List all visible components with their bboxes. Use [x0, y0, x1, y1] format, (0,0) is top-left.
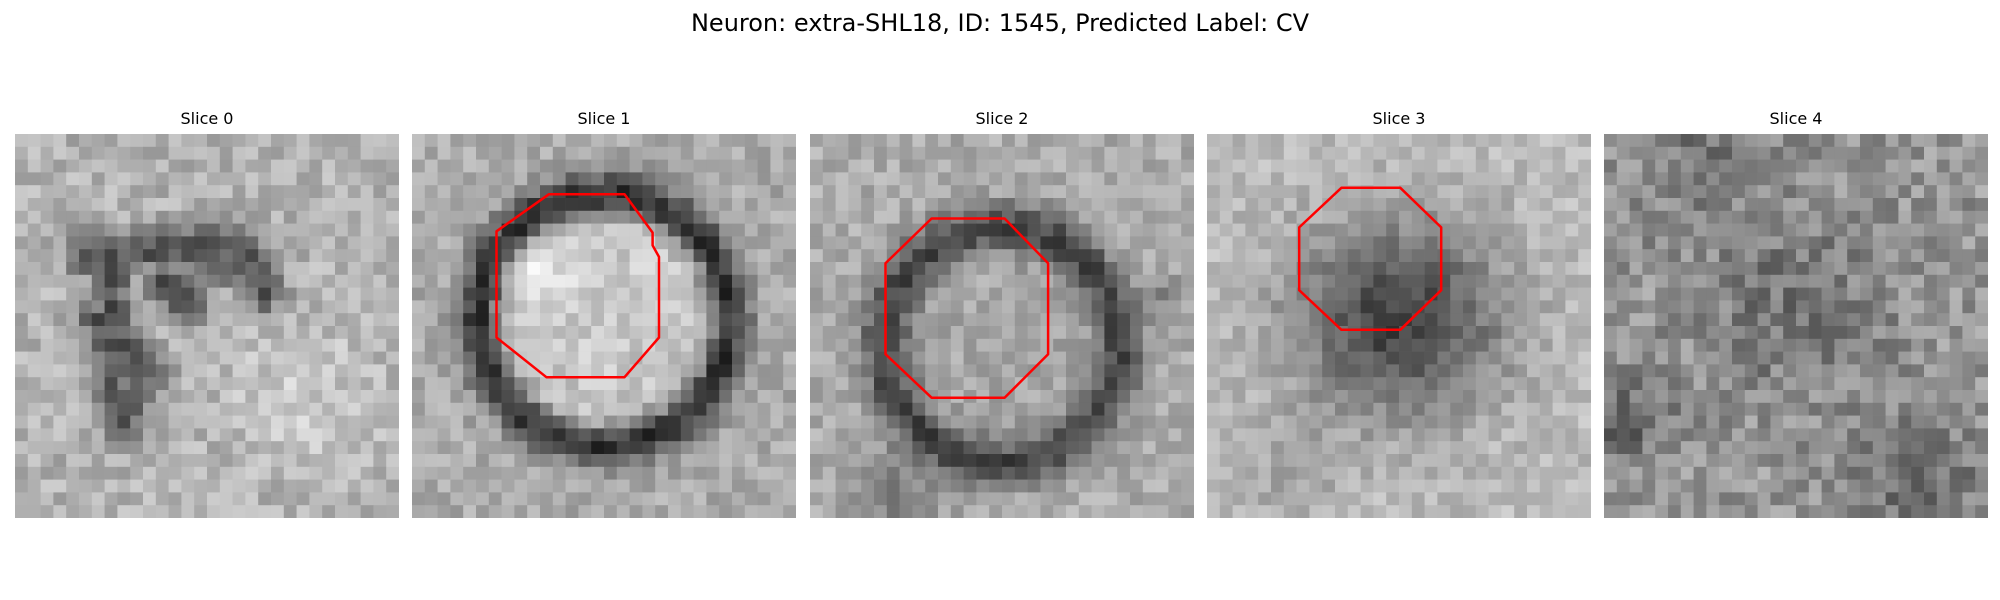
slice-image — [1207, 134, 1591, 518]
slice-title: Slice 2 — [975, 109, 1029, 128]
slice-title: Slice 0 — [180, 109, 234, 128]
contour-outline — [495, 192, 661, 379]
slice-image — [15, 134, 399, 518]
slice-image — [1604, 134, 1988, 518]
slice-title: Slice 4 — [1769, 109, 1823, 128]
slice-title: Slice 3 — [1372, 109, 1426, 128]
contour-outline — [884, 217, 1050, 399]
slice-title: Slice 1 — [577, 109, 631, 128]
figure-title: Neuron: extra-SHL18, ID: 1545, Predicted… — [690, 9, 1310, 37]
slice-image — [412, 134, 796, 518]
slice-image — [810, 134, 1194, 518]
contour-outline — [1297, 186, 1443, 332]
